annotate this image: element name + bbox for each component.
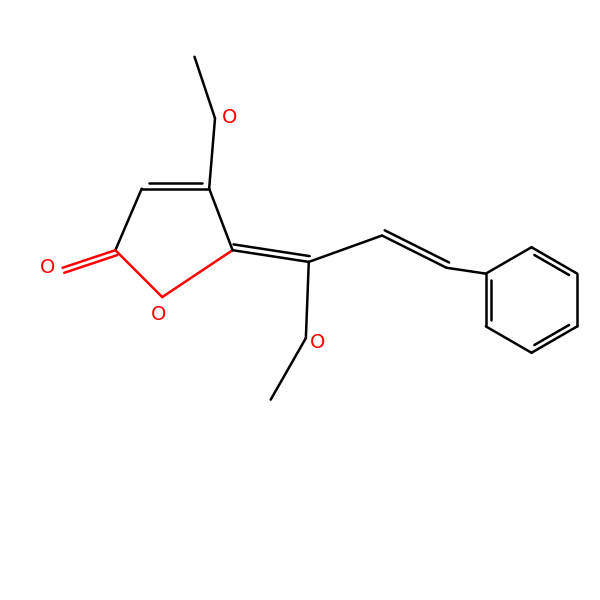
Text: O: O	[40, 258, 56, 277]
Text: O: O	[222, 107, 238, 127]
Text: O: O	[151, 305, 166, 324]
Text: O: O	[310, 333, 325, 352]
